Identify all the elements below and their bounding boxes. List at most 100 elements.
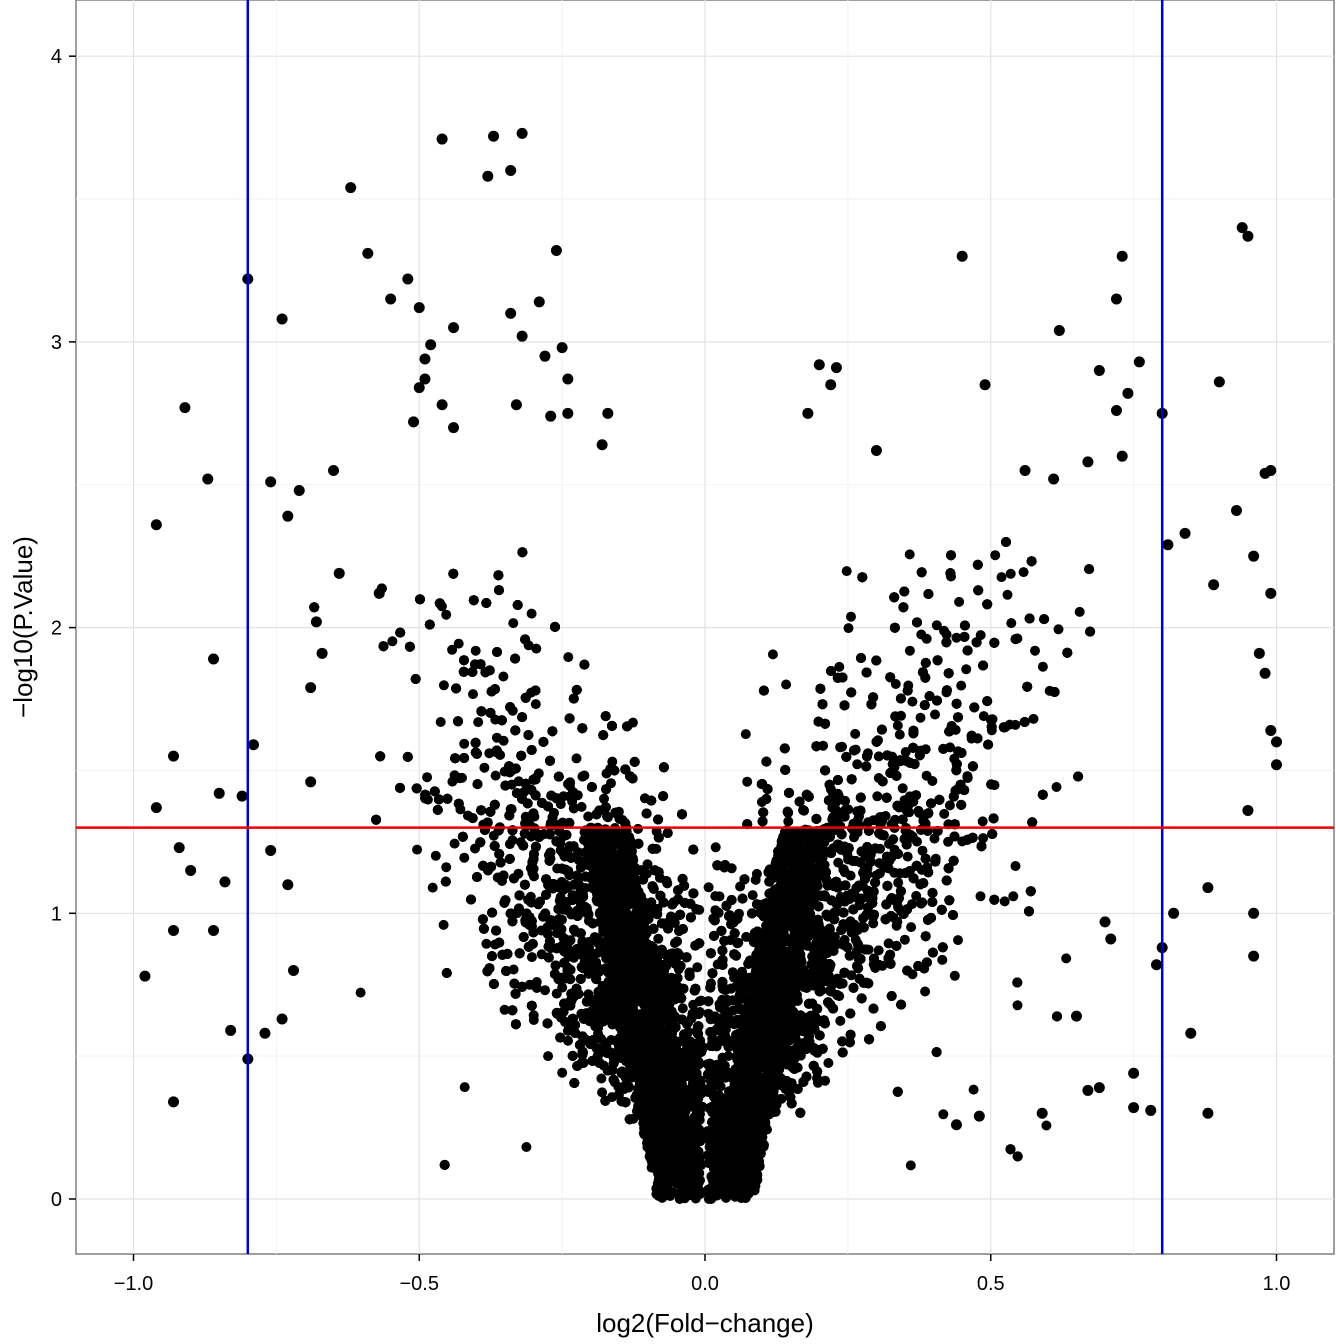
data-point: [557, 982, 568, 993]
data-point: [603, 812, 613, 823]
data-point: [412, 844, 423, 855]
data-point: [750, 874, 761, 885]
data-point: [835, 1015, 846, 1026]
data-point: [563, 1035, 573, 1046]
data-point: [961, 664, 972, 675]
data-point: [1010, 861, 1021, 871]
data-point: [355, 987, 366, 998]
data-point: [526, 952, 537, 963]
data-point: [921, 770, 932, 781]
data-point: [473, 717, 484, 728]
data-point: [951, 632, 962, 643]
data-point: [447, 644, 458, 655]
data-point: [1002, 589, 1013, 600]
data-point: [850, 728, 861, 739]
data-point: [930, 709, 940, 720]
data-point: [931, 620, 942, 631]
data-point: [479, 762, 490, 773]
data-point: [540, 985, 550, 996]
data-point: [990, 550, 1001, 561]
data-point: [968, 1084, 979, 1095]
data-point: [449, 838, 460, 849]
data-point: [422, 772, 433, 783]
data-point: [894, 729, 905, 740]
data-point: [1051, 782, 1062, 792]
data-point: [1061, 953, 1072, 964]
data-point: [904, 645, 915, 656]
data-point: [915, 712, 926, 723]
data-point: [498, 735, 509, 746]
point-cloud: [309, 537, 1096, 1204]
data-point: [996, 572, 1007, 583]
data-point: [937, 954, 948, 965]
data-point: [576, 801, 587, 812]
data-point: [863, 817, 874, 828]
data-point: [852, 759, 863, 770]
data-point: [905, 1160, 916, 1171]
data-point: [975, 891, 986, 902]
data-point: [956, 680, 967, 691]
data-point: [557, 1067, 568, 1078]
data-point: [573, 855, 584, 865]
data-point: [563, 652, 574, 663]
data-point: [954, 596, 965, 607]
data-point: [1074, 606, 1085, 617]
data-point: [735, 881, 746, 892]
data-point: [944, 800, 955, 811]
data-point: [920, 986, 931, 997]
data-point: [823, 1058, 834, 1068]
data-point: [543, 1051, 554, 1062]
data-point: [1041, 1120, 1052, 1131]
data-point: [703, 882, 714, 893]
data-point: [692, 962, 703, 973]
data-point: [1018, 567, 1029, 578]
data-point: [812, 1077, 823, 1088]
data-point: [1028, 713, 1039, 724]
data-point: [917, 845, 928, 856]
data-point: [872, 791, 883, 802]
data-point: [897, 783, 908, 794]
data-point: [977, 816, 988, 827]
data-point: [481, 938, 492, 949]
data-point: [531, 983, 542, 993]
data-point: [1053, 624, 1064, 635]
data-point: [869, 843, 880, 854]
data-point: [939, 625, 949, 636]
data-point: [844, 950, 855, 961]
data-point: [535, 896, 546, 907]
data-point: [597, 1087, 608, 1098]
data-point: [688, 999, 699, 1010]
data-point: [978, 833, 989, 844]
data-point: [742, 776, 753, 787]
data-point: [783, 816, 794, 827]
data-point: [938, 1109, 949, 1120]
data-point: [907, 696, 918, 707]
data-point: [883, 938, 894, 949]
data-point: [607, 756, 618, 767]
data-point: [601, 768, 612, 779]
data-point: [873, 945, 884, 956]
data-point: [490, 770, 501, 781]
data-point: [902, 851, 913, 862]
data-point: [653, 933, 664, 944]
data-point: [890, 679, 901, 689]
data-point: [900, 747, 911, 757]
data-point: [939, 808, 950, 819]
data-point: [581, 996, 592, 1007]
data-point: [1012, 1000, 1023, 1011]
data-point: [531, 643, 542, 654]
data-point: [904, 549, 915, 560]
data-point: [747, 890, 758, 901]
data-point: [781, 679, 792, 690]
data-point: [740, 729, 751, 740]
data-point: [633, 823, 643, 834]
data-point: [470, 645, 481, 656]
data-point: [427, 882, 438, 893]
data-point: [929, 833, 940, 844]
data-point: [833, 857, 844, 868]
data-point: [843, 623, 854, 634]
data-point: [596, 1073, 607, 1084]
data-point: [723, 1051, 734, 1061]
data-point: [508, 618, 519, 629]
